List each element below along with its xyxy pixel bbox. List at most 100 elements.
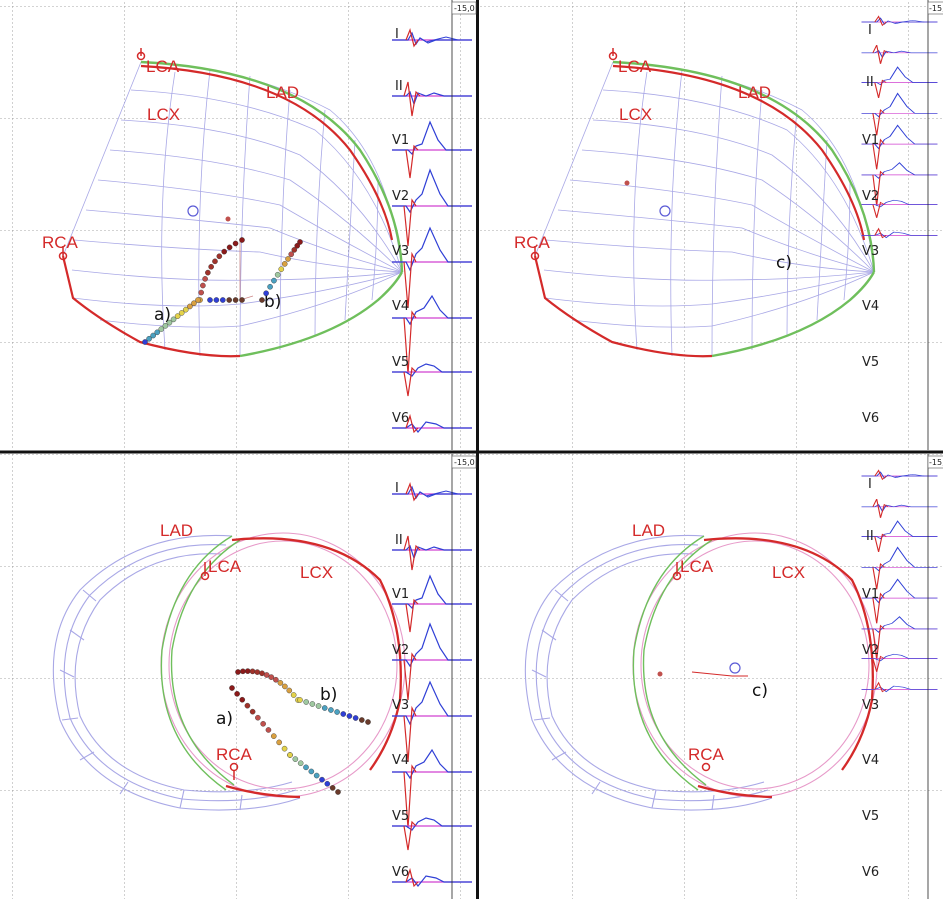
ecg-lead-label: V4 [862,753,879,768]
lower-contour-green [711,271,876,358]
ecg-labels-bottom-left: I II V1 V2 V3 V4 V5 V6 [392,481,409,880]
ecg-lead-label: V2 [392,189,409,204]
lca-ostium [200,571,210,581]
pacing-point [276,739,282,746]
pacing-point [259,297,265,303]
pacing-point [249,708,256,715]
lcx-vessel [703,537,874,771]
pacing-point [249,668,256,675]
ecg-lead-label: V4 [392,753,409,768]
pacing-point [259,670,265,677]
ecg-lead-label: V4 [862,299,879,314]
ecg-lead-label: I [395,27,399,42]
pacing-point [205,269,211,276]
pacing-point [239,297,245,303]
mesh-dot [225,216,231,222]
lca-ostium [608,51,618,61]
ecg-lead-label: V1 [862,587,879,602]
pacing-point [154,329,161,336]
pacing-point [286,687,293,694]
ecg-lead-label: V6 [392,411,409,426]
path-points [229,668,371,795]
ecg-lead-label: II [866,529,874,544]
pacing-point [263,672,270,678]
pacing-point [234,691,240,697]
scale-box [451,1,477,15]
pacing-point [239,237,245,243]
pacing-point [334,709,340,715]
pacing-point [303,764,309,771]
panel-top-right: LCA LAD LCX RCA c) [514,48,876,358]
scale-label: -15,0 [929,4,943,13]
ecg-labels-top-left: I II V1 V2 V3 V4 V5 V6 [392,27,409,426]
pacing-point [303,699,309,705]
pacing-point [235,669,241,675]
pacing-point [150,332,156,339]
lca-ostium [672,571,682,581]
label-point-a: a) [216,709,233,729]
pacing-point [208,263,214,270]
pacing-point [273,676,279,683]
pacing-point [297,697,303,703]
label-lcx: LCX [147,105,180,124]
pacing-line [691,671,748,677]
pacing-point [244,668,251,674]
pacing-point [178,310,185,316]
pacing-point [212,258,218,265]
label-point-c: c) [776,253,792,273]
pacing-point [268,674,275,680]
ecg-lead-label: V5 [392,809,409,824]
ecg-lead-label: V1 [862,133,879,148]
ecg-lead-label: V1 [392,587,409,602]
pacing-point [263,290,269,297]
ecg-lead-label: V3 [862,698,879,713]
pacing-point [200,282,206,289]
pacing-point [216,253,223,260]
rca-ostium [229,762,239,772]
panel-bottom-right: LAD LCA LCX RCA c) [524,521,878,811]
panel-top-left: LCA LAD LCX RCA a) b) I II V1 V2 V3 V4 V… [42,0,477,450]
ecg-labels-top-right: I II V1 V2 V3 V4 V5 V6 [862,23,879,426]
ecg-lead-label: V5 [862,809,879,824]
label-point-b: b) [320,685,337,705]
mesh-dot [624,180,630,186]
pacing-point [277,680,284,686]
pacing-point [359,717,365,723]
label-lad: LAD [738,83,771,102]
pacing-point [308,768,315,775]
lad-vessel [140,64,394,241]
pacing-point [346,713,353,719]
ecg-lead-label: II [395,533,403,548]
panel-grid-bottom-right [480,454,943,899]
pacing-point [297,760,304,767]
pacing-point [239,696,246,703]
label-point-b: b) [264,292,281,312]
label-point-c: c) [752,681,768,701]
pacing-point [270,733,277,739]
label-rca: RCA [688,745,725,764]
ecg-lead-label: V4 [392,299,409,314]
ecg-lead-label: V1 [392,133,409,148]
pacing-point [340,711,347,717]
ecg-lead-label: V3 [392,244,409,259]
pacing-point [291,247,298,253]
lca-ostium [136,51,146,61]
label-lca: LCA [618,57,652,76]
pacing-point [335,789,341,795]
pacing-point [281,745,288,752]
pacing-point [294,242,301,249]
pacing-point [221,248,227,255]
ecg-labels-bottom-right: I II V1 V2 V3 V4 V5 V6 [862,477,879,880]
label-lca: LCA [146,57,180,76]
pacing-point [255,714,261,721]
pacing-point [213,297,220,303]
label-lad: LAD [266,83,299,102]
pacing-point [142,339,148,345]
pacing-point [182,306,189,313]
pacing-point [226,297,232,303]
ecg-lead-label: I [868,23,872,38]
pacing-point [288,251,295,258]
pacing-point [297,239,303,245]
ecg-lead-label: V2 [862,189,879,204]
label-lcx: LCX [300,563,333,582]
